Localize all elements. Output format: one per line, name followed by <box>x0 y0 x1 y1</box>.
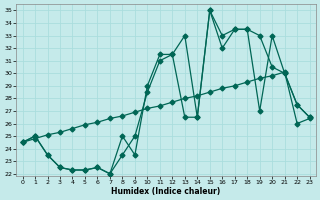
X-axis label: Humidex (Indice chaleur): Humidex (Indice chaleur) <box>111 187 221 196</box>
